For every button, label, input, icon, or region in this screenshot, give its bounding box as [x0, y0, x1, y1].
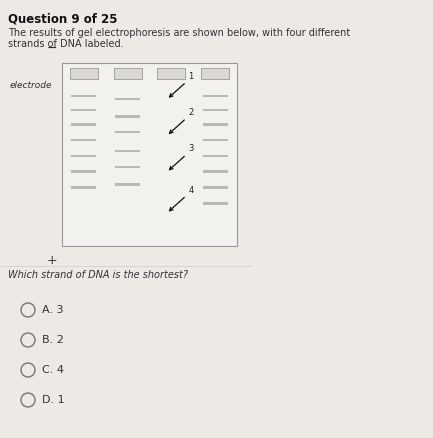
Bar — [201, 68, 229, 79]
Bar — [203, 109, 228, 111]
Text: strands of DNA labeled.: strands of DNA labeled. — [8, 39, 124, 49]
Bar — [203, 202, 228, 205]
Text: B. 2: B. 2 — [42, 335, 64, 345]
Bar — [71, 170, 97, 173]
Text: electrode: electrode — [10, 81, 52, 89]
Text: 3: 3 — [188, 145, 194, 153]
Bar — [157, 68, 185, 79]
Text: C. 4: C. 4 — [42, 365, 64, 375]
Text: 4: 4 — [188, 186, 194, 194]
Text: D. 1: D. 1 — [42, 395, 65, 405]
Bar — [115, 131, 140, 134]
Bar — [62, 63, 237, 246]
Text: 1: 1 — [188, 72, 194, 81]
Text: +: + — [47, 254, 57, 267]
Bar — [203, 139, 228, 141]
Bar — [71, 123, 97, 126]
Bar — [115, 183, 140, 186]
Bar — [71, 109, 97, 111]
Text: The results of gel electrophoresis are shown below, with four different: The results of gel electrophoresis are s… — [8, 28, 350, 38]
Text: Which strand of DNA is the shortest?: Which strand of DNA is the shortest? — [8, 270, 188, 280]
Bar — [203, 95, 228, 97]
Bar — [113, 68, 142, 79]
Text: A. 3: A. 3 — [42, 305, 64, 315]
Bar — [115, 115, 140, 118]
Text: Question 9 of 25: Question 9 of 25 — [8, 12, 117, 25]
Bar — [71, 186, 97, 189]
Text: −: − — [47, 42, 57, 55]
Bar — [71, 155, 97, 157]
Bar — [203, 155, 228, 157]
Bar — [71, 139, 97, 141]
Text: 2: 2 — [188, 108, 194, 117]
Bar — [203, 186, 228, 189]
Bar — [203, 170, 228, 173]
Bar — [71, 95, 97, 97]
Bar — [115, 150, 140, 152]
Bar — [115, 166, 140, 168]
Bar — [115, 98, 140, 100]
Bar — [70, 68, 98, 79]
Bar — [203, 123, 228, 126]
